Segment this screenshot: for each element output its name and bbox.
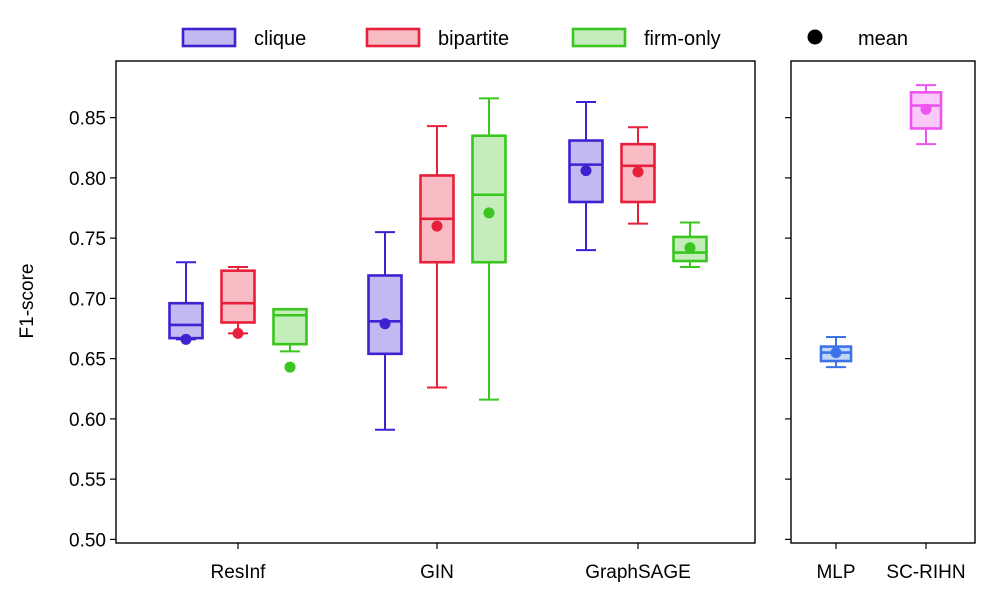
y-tick-label: 0.55	[69, 470, 106, 491]
box-clique	[168, 261, 204, 345]
mean-marker	[379, 318, 391, 330]
mean-marker	[830, 347, 842, 359]
x-tick-label: SC-RIHN	[886, 562, 965, 583]
x-tick-label: GraphSAGE	[585, 562, 691, 583]
legend-label: clique	[254, 28, 306, 50]
x-tick-label: MLP	[816, 562, 855, 583]
y-tick-label: 0.65	[69, 350, 106, 371]
box-clique	[568, 100, 604, 252]
legend-swatch	[181, 27, 237, 48]
x-tick-label: ResInf	[211, 562, 267, 583]
box-firm-only	[272, 307, 308, 373]
mean-marker	[232, 327, 244, 339]
legend: clique bipartite firm-only mean	[181, 27, 908, 50]
mean-marker	[632, 166, 644, 178]
legend-dot	[807, 29, 823, 45]
mean-marker	[180, 333, 192, 345]
plot-frame	[790, 60, 976, 544]
box-firm-only	[672, 221, 708, 269]
iqr-box	[168, 301, 204, 340]
mean-marker	[920, 103, 932, 115]
x-tick-label: GIN	[420, 562, 454, 583]
legend-label: firm-only	[644, 28, 721, 50]
legend-item-clique: clique	[181, 27, 306, 50]
y-axis-title: F1-score	[17, 264, 38, 339]
mean-marker	[431, 220, 443, 232]
y-tick-label: 0.50	[69, 530, 106, 551]
box-firm-only	[471, 97, 507, 401]
legend-item-mean: mean	[807, 28, 908, 50]
y-tick-label: 0.75	[69, 229, 106, 250]
legend-label: mean	[858, 28, 908, 50]
box-bipartite	[620, 126, 656, 225]
mean-marker	[684, 242, 696, 254]
y-tick-label: 0.60	[69, 410, 106, 431]
legend-swatch	[571, 27, 627, 48]
panel-baselines: 0.50 0.55 0.60 0.65 0.70 0.75 0.80 0.85 ResInf GI…	[69, 60, 756, 583]
legend-label: bipartite	[438, 28, 509, 50]
mean-marker	[483, 207, 495, 219]
mean-marker	[580, 165, 592, 177]
panel-proposed: MLP SC-RIHN	[785, 60, 976, 583]
iqr-box	[367, 274, 403, 356]
legend-item-firm-only: firm-only	[571, 27, 721, 50]
iqr-box	[471, 134, 507, 264]
legend-item-bipartite: bipartite	[365, 27, 509, 50]
box-SC-RIHN	[909, 84, 943, 146]
box-clique	[367, 231, 403, 431]
box-MLP	[819, 335, 853, 369]
plot-frame	[115, 60, 756, 544]
box-bipartite	[419, 125, 455, 389]
box-bipartite	[220, 266, 256, 339]
legend-swatch	[365, 27, 421, 48]
mean-marker	[284, 361, 296, 373]
y-tick-label: 0.80	[69, 169, 106, 190]
iqr-box	[220, 269, 256, 324]
y-tick-label: 0.70	[69, 289, 106, 310]
y-tick-label: 0.85	[69, 109, 106, 130]
